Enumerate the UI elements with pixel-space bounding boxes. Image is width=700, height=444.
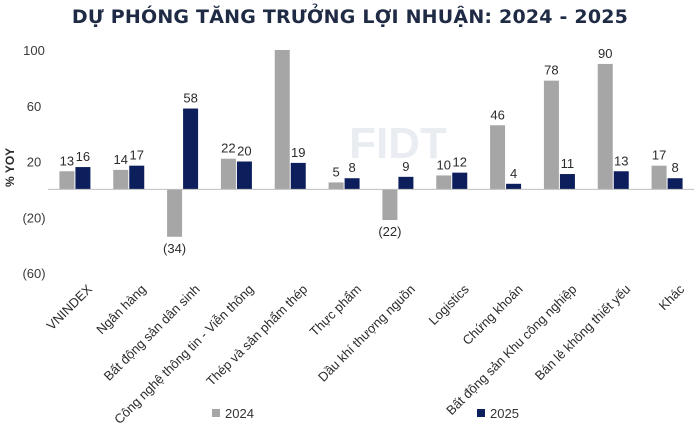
x-category-label: Bán lẻ không thiết yếu [532, 282, 634, 384]
x-category-label: Dầu khí thượng nguồn [315, 282, 418, 385]
data-label-2024: 17 [652, 148, 666, 163]
data-label-2024: 22 [221, 141, 235, 156]
data-label-2025: 9 [402, 159, 409, 174]
bar-2025-11 [667, 178, 683, 190]
x-category-label: Bất động sản dân sinh [101, 282, 203, 384]
data-label-2025: 4 [510, 166, 517, 181]
data-label-2025: 16 [76, 149, 90, 164]
bar-2024-7 [436, 175, 452, 190]
data-label-2025: 19 [291, 145, 305, 160]
y-tick-label: 60 [27, 99, 41, 114]
data-label-2024: 5 [332, 164, 339, 179]
data-label-2024: (22) [378, 224, 401, 239]
bar-2024-5 [328, 182, 344, 190]
bar-2025-0 [75, 167, 91, 190]
bar-2024-0 [59, 171, 75, 190]
data-label-2024: 10 [437, 157, 451, 172]
bar-2024-11 [651, 165, 667, 190]
y-tick-label: (60) [22, 266, 45, 281]
data-label-2024: (34) [163, 241, 186, 256]
bar-2025-8 [506, 183, 522, 190]
data-label-2024: 13 [60, 153, 74, 168]
data-label-2025: 13 [614, 153, 628, 168]
bar-2025-10 [613, 171, 629, 190]
legend-swatch-2025 [477, 409, 485, 417]
bar-2024-1 [113, 169, 129, 190]
chart-title: DỰ PHÓNG TĂNG TRƯỞNG LỢI NHUẬN: 2024 - 2… [71, 6, 629, 28]
data-label-2025: 20 [237, 144, 251, 159]
bar-2024-10 [597, 63, 613, 190]
data-label-2025: 8 [348, 160, 355, 175]
data-label-2025: 17 [130, 148, 144, 163]
data-label-2025: 58 [183, 91, 197, 106]
bar-2025-1 [129, 165, 145, 190]
x-category-label: Ngân hàng [93, 282, 149, 338]
legend-swatch-2024 [212, 409, 220, 417]
bar-2024-8 [490, 125, 506, 190]
bar-2024-6 [382, 189, 398, 221]
data-label-2024: 14 [114, 152, 128, 167]
bar-2024-2 [167, 189, 183, 237]
bar-2025-2 [183, 108, 199, 190]
y-tick-label: 20 [27, 155, 41, 170]
y-axis-label: % YOY [3, 148, 17, 187]
data-label-2024: 78 [544, 63, 558, 78]
x-category-label: Thép và sản phẩm thép [203, 282, 310, 389]
y-tick-label: 100 [23, 43, 45, 58]
data-label-2024: 90 [598, 46, 612, 61]
bar-2025-7 [452, 172, 468, 190]
x-category-label: Logistics [426, 281, 473, 328]
bar-2024-4 [274, 50, 290, 190]
x-category-label: Khác [656, 281, 688, 313]
bar-2025-9 [559, 174, 575, 190]
watermark-logo: FIDT [349, 119, 447, 168]
bar-2024-3 [220, 158, 236, 190]
bar-2024-9 [543, 80, 559, 190]
bar-2025-6 [398, 176, 414, 190]
legend-label-2024: 2024 [225, 406, 254, 421]
bar-2025-3 [236, 161, 252, 190]
y-tick-label: (20) [22, 210, 45, 225]
bar-2025-4 [290, 162, 306, 190]
data-label-2025: 11 [561, 156, 575, 171]
bar-2025-5 [344, 178, 360, 190]
data-label-2025: 8 [671, 160, 678, 175]
data-label-2024: 46 [490, 107, 504, 122]
data-label-2025: 12 [453, 155, 467, 170]
x-category-label: Thực phẩm [307, 282, 365, 340]
legend-label-2025: 2025 [490, 406, 519, 421]
x-category-label: VNINDEX [44, 281, 96, 333]
